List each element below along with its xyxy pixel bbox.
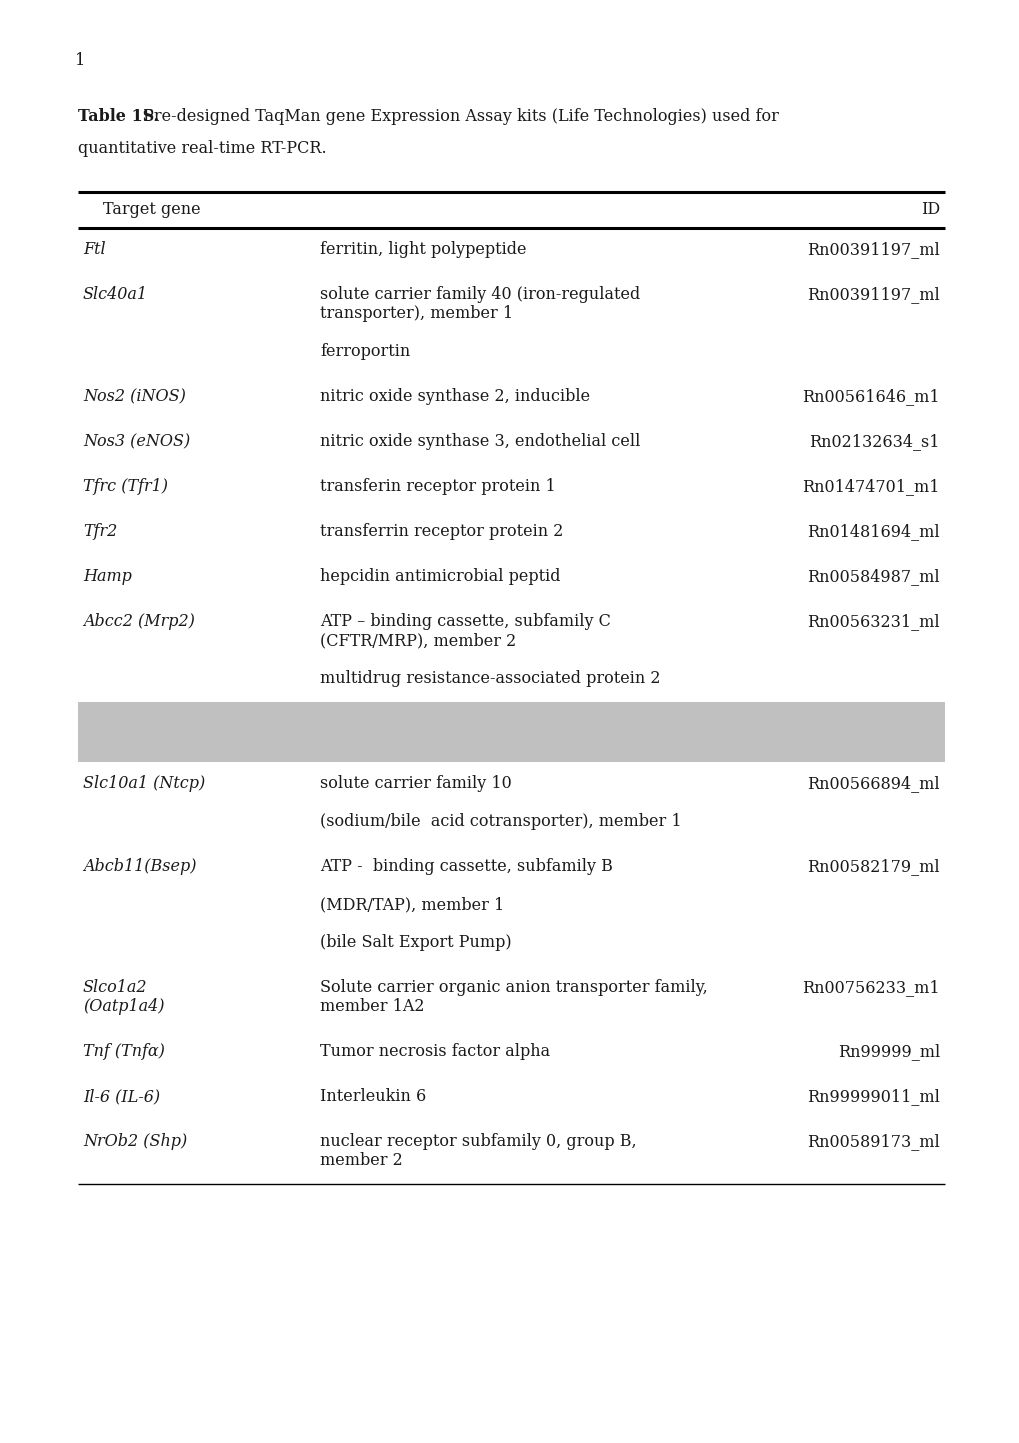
Text: Ftl: Ftl	[83, 241, 106, 258]
Text: Rn99999011_ml: Rn99999011_ml	[806, 1088, 940, 1105]
Text: nuclear receptor subfamily 0, group B,: nuclear receptor subfamily 0, group B,	[320, 1133, 636, 1150]
Text: ID: ID	[920, 201, 940, 218]
Text: Solute carrier organic anion transporter family,: Solute carrier organic anion transporter…	[320, 978, 707, 996]
Text: Rn02132634_s1: Rn02132634_s1	[809, 433, 940, 450]
Text: Nos3 (eNOS): Nos3 (eNOS)	[83, 433, 191, 450]
Text: Slc10a1 (Ntcp): Slc10a1 (Ntcp)	[83, 775, 205, 792]
Text: Rn01481694_ml: Rn01481694_ml	[807, 522, 940, 540]
Text: Tnf (Tnfα): Tnf (Tnfα)	[83, 1043, 165, 1061]
Text: Il-6 (IL-6): Il-6 (IL-6)	[83, 1088, 160, 1105]
Text: ferritin, light polypeptide: ferritin, light polypeptide	[320, 241, 526, 258]
Text: ATP -  binding cassette, subfamily B: ATP - binding cassette, subfamily B	[320, 859, 612, 874]
Text: multidrug resistance-associated protein 2: multidrug resistance-associated protein …	[320, 670, 660, 687]
Text: transporter), member 1: transporter), member 1	[320, 304, 513, 322]
Text: Abcb11(Bsep): Abcb11(Bsep)	[83, 859, 197, 874]
Text: Table 1S.: Table 1S.	[77, 108, 159, 126]
Text: Rn00584987_ml: Rn00584987_ml	[807, 569, 940, 584]
Text: Nos2 (iNOS): Nos2 (iNOS)	[83, 388, 185, 405]
Text: solute carrier family 40 (iron-regulated: solute carrier family 40 (iron-regulated	[320, 286, 640, 303]
Text: Rn00566894_ml: Rn00566894_ml	[807, 775, 940, 792]
Text: nitric oxide synthase 2, inducible: nitric oxide synthase 2, inducible	[320, 388, 590, 405]
Text: solute carrier family 10: solute carrier family 10	[320, 775, 512, 792]
Text: (CFTR/MRP), member 2: (CFTR/MRP), member 2	[320, 632, 516, 649]
Text: transferin receptor protein 1: transferin receptor protein 1	[320, 478, 555, 495]
Text: (sodium/bile  acid cotransporter), member 1: (sodium/bile acid cotransporter), member…	[320, 812, 681, 830]
Text: (Oatp1a4): (Oatp1a4)	[83, 999, 164, 1014]
Text: Rn00582179_ml: Rn00582179_ml	[807, 859, 940, 874]
Bar	[77, 701, 944, 762]
Text: Interleukin 6: Interleukin 6	[320, 1088, 426, 1105]
Text: hepcidin antimicrobial peptid: hepcidin antimicrobial peptid	[320, 569, 560, 584]
Text: Rn00391197_ml: Rn00391197_ml	[806, 286, 940, 303]
Text: Rn00561646_m1: Rn00561646_m1	[802, 388, 940, 405]
Text: transferrin receptor protein 2: transferrin receptor protein 2	[320, 522, 562, 540]
Text: member 1A2: member 1A2	[320, 999, 424, 1014]
Text: Rn00391197_ml: Rn00391197_ml	[806, 241, 940, 258]
Text: (MDR/TAP), member 1: (MDR/TAP), member 1	[320, 896, 503, 913]
Text: Target gene: Target gene	[103, 201, 201, 218]
Text: (bile Salt Export Pump): (bile Salt Export Pump)	[320, 934, 512, 951]
Text: Pre-designed TaqMan gene Expression Assay kits (Life Technologies) used for: Pre-designed TaqMan gene Expression Assa…	[138, 108, 779, 126]
Text: Rn00589173_ml: Rn00589173_ml	[806, 1133, 940, 1150]
Text: Slco1a2: Slco1a2	[83, 978, 148, 996]
Text: ferroportin: ferroportin	[320, 343, 410, 359]
Text: quantitative real-time RT-PCR.: quantitative real-time RT-PCR.	[77, 140, 326, 157]
Text: NrOb2 (Shp): NrOb2 (Shp)	[83, 1133, 187, 1150]
Text: nitric oxide synthase 3, endothelial cell: nitric oxide synthase 3, endothelial cel…	[320, 433, 640, 450]
Text: Rn00756233_m1: Rn00756233_m1	[802, 978, 940, 996]
Text: Tfrc (Tfr1): Tfrc (Tfr1)	[83, 478, 168, 495]
Text: 1: 1	[75, 52, 86, 69]
Text: Abcc2 (Mrp2): Abcc2 (Mrp2)	[83, 613, 195, 631]
Text: Rn99999_ml: Rn99999_ml	[837, 1043, 940, 1061]
Text: member 2: member 2	[320, 1152, 403, 1169]
Text: Hamp: Hamp	[83, 569, 131, 584]
Text: Rn01474701_m1: Rn01474701_m1	[802, 478, 940, 495]
Text: Tumor necrosis factor alpha: Tumor necrosis factor alpha	[320, 1043, 549, 1061]
Text: Tfr2: Tfr2	[83, 522, 117, 540]
Text: Rn00563231_ml: Rn00563231_ml	[807, 613, 940, 631]
Text: Slc40a1: Slc40a1	[83, 286, 148, 303]
Text: ATP – binding cassette, subfamily C: ATP – binding cassette, subfamily C	[320, 613, 610, 631]
